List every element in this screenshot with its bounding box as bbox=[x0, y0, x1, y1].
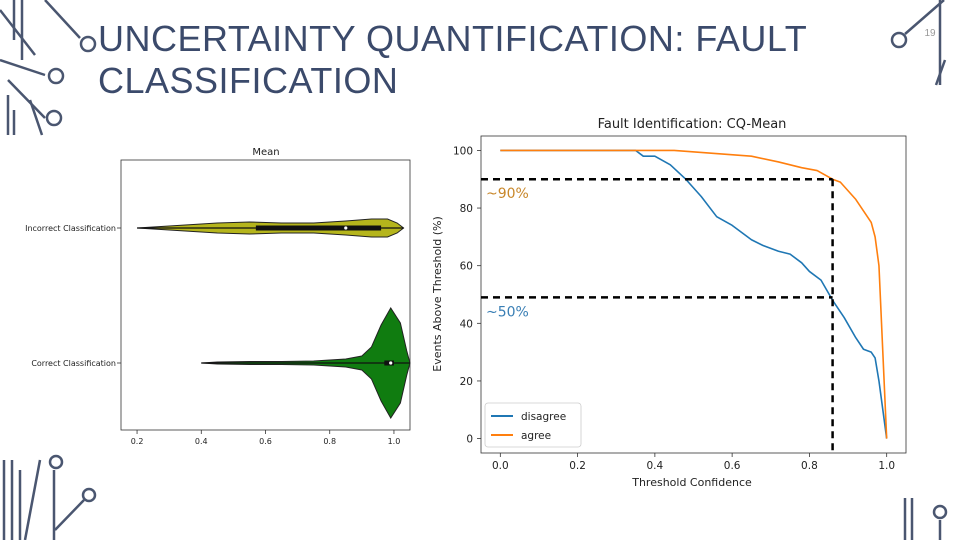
slide-title: UNCERTAINTY QUANTIFICATION: FAULT CLASSI… bbox=[98, 18, 807, 101]
y-tick-label: 60 bbox=[460, 261, 473, 273]
slide-number: 19 bbox=[924, 28, 936, 39]
y-tick-label: 80 bbox=[460, 203, 473, 215]
violin-x-tick-label: 0.4 bbox=[195, 437, 208, 446]
violin-chart: Mean 0.2 0.4 0.6 0.8 1.0 Incorrect Classific… bbox=[25, 147, 411, 446]
violin-x-tick-label: 1.0 bbox=[388, 437, 401, 446]
series-line-disagree bbox=[500, 149, 888, 439]
legend-label-agree: agree bbox=[521, 430, 551, 442]
annotation-label: ~50% bbox=[486, 304, 529, 320]
violin-category-label: Correct Classification bbox=[31, 359, 116, 368]
circuit-line bbox=[7, 79, 46, 119]
violin-category-label: Incorrect Classification bbox=[25, 224, 116, 233]
violin-x-tick-label: 0.8 bbox=[323, 437, 336, 446]
circuit-line bbox=[904, 0, 945, 35]
line-chart: Fault Identification: CQ-Mean 0.0 0.2 0.4 0… bbox=[431, 117, 907, 489]
y-tick-label: 100 bbox=[453, 145, 473, 157]
circuit-node bbox=[45, 109, 63, 127]
y-tick-label: 0 bbox=[466, 434, 473, 446]
circuit-node bbox=[890, 31, 908, 49]
x-tick-label: 0.4 bbox=[647, 460, 664, 472]
y-tick-label: 20 bbox=[460, 376, 473, 388]
violin-chart-title: Mean bbox=[252, 147, 279, 158]
violin-x-tick-label: 0.2 bbox=[131, 437, 144, 446]
y-axis-label: Events Above Threshold (%) bbox=[431, 216, 444, 372]
series-line-agree bbox=[500, 149, 888, 439]
line-chart-title: Fault Identification: CQ-Mean bbox=[598, 117, 787, 132]
circuit-line bbox=[0, 9, 36, 56]
legend-label-disagree: disagree bbox=[521, 411, 566, 423]
x-tick-label: 0.0 bbox=[492, 460, 509, 472]
x-tick-label: 0.6 bbox=[724, 460, 741, 472]
circuit-node bbox=[81, 487, 97, 503]
violin-x-tick-label: 0.6 bbox=[259, 437, 272, 446]
circuit-line bbox=[934, 59, 947, 86]
circuit-line bbox=[44, 0, 81, 39]
circuit-line bbox=[0, 58, 46, 77]
x-tick-label: 0.2 bbox=[569, 460, 586, 472]
circuit-node bbox=[47, 67, 65, 85]
violin-median bbox=[344, 226, 348, 230]
violin-iqr-box bbox=[255, 225, 382, 231]
circuit-node bbox=[48, 454, 64, 470]
y-tick-label: 40 bbox=[460, 318, 473, 330]
violin-iqr-box bbox=[384, 360, 394, 366]
x-tick-label: 0.8 bbox=[801, 460, 818, 472]
annotation-label: ~90% bbox=[486, 186, 529, 202]
circuit-line bbox=[28, 99, 44, 136]
x-axis-label: Threshold Confidence bbox=[631, 476, 752, 489]
violin-median bbox=[389, 361, 393, 365]
x-tick-label: 1.0 bbox=[878, 460, 895, 472]
legend: disagree agree bbox=[484, 402, 582, 448]
circuit-node bbox=[932, 504, 948, 520]
violin-plot-frame bbox=[120, 159, 411, 431]
circuit-line bbox=[54, 499, 85, 531]
circuit-node bbox=[79, 35, 97, 53]
circuit-line bbox=[23, 459, 42, 540]
